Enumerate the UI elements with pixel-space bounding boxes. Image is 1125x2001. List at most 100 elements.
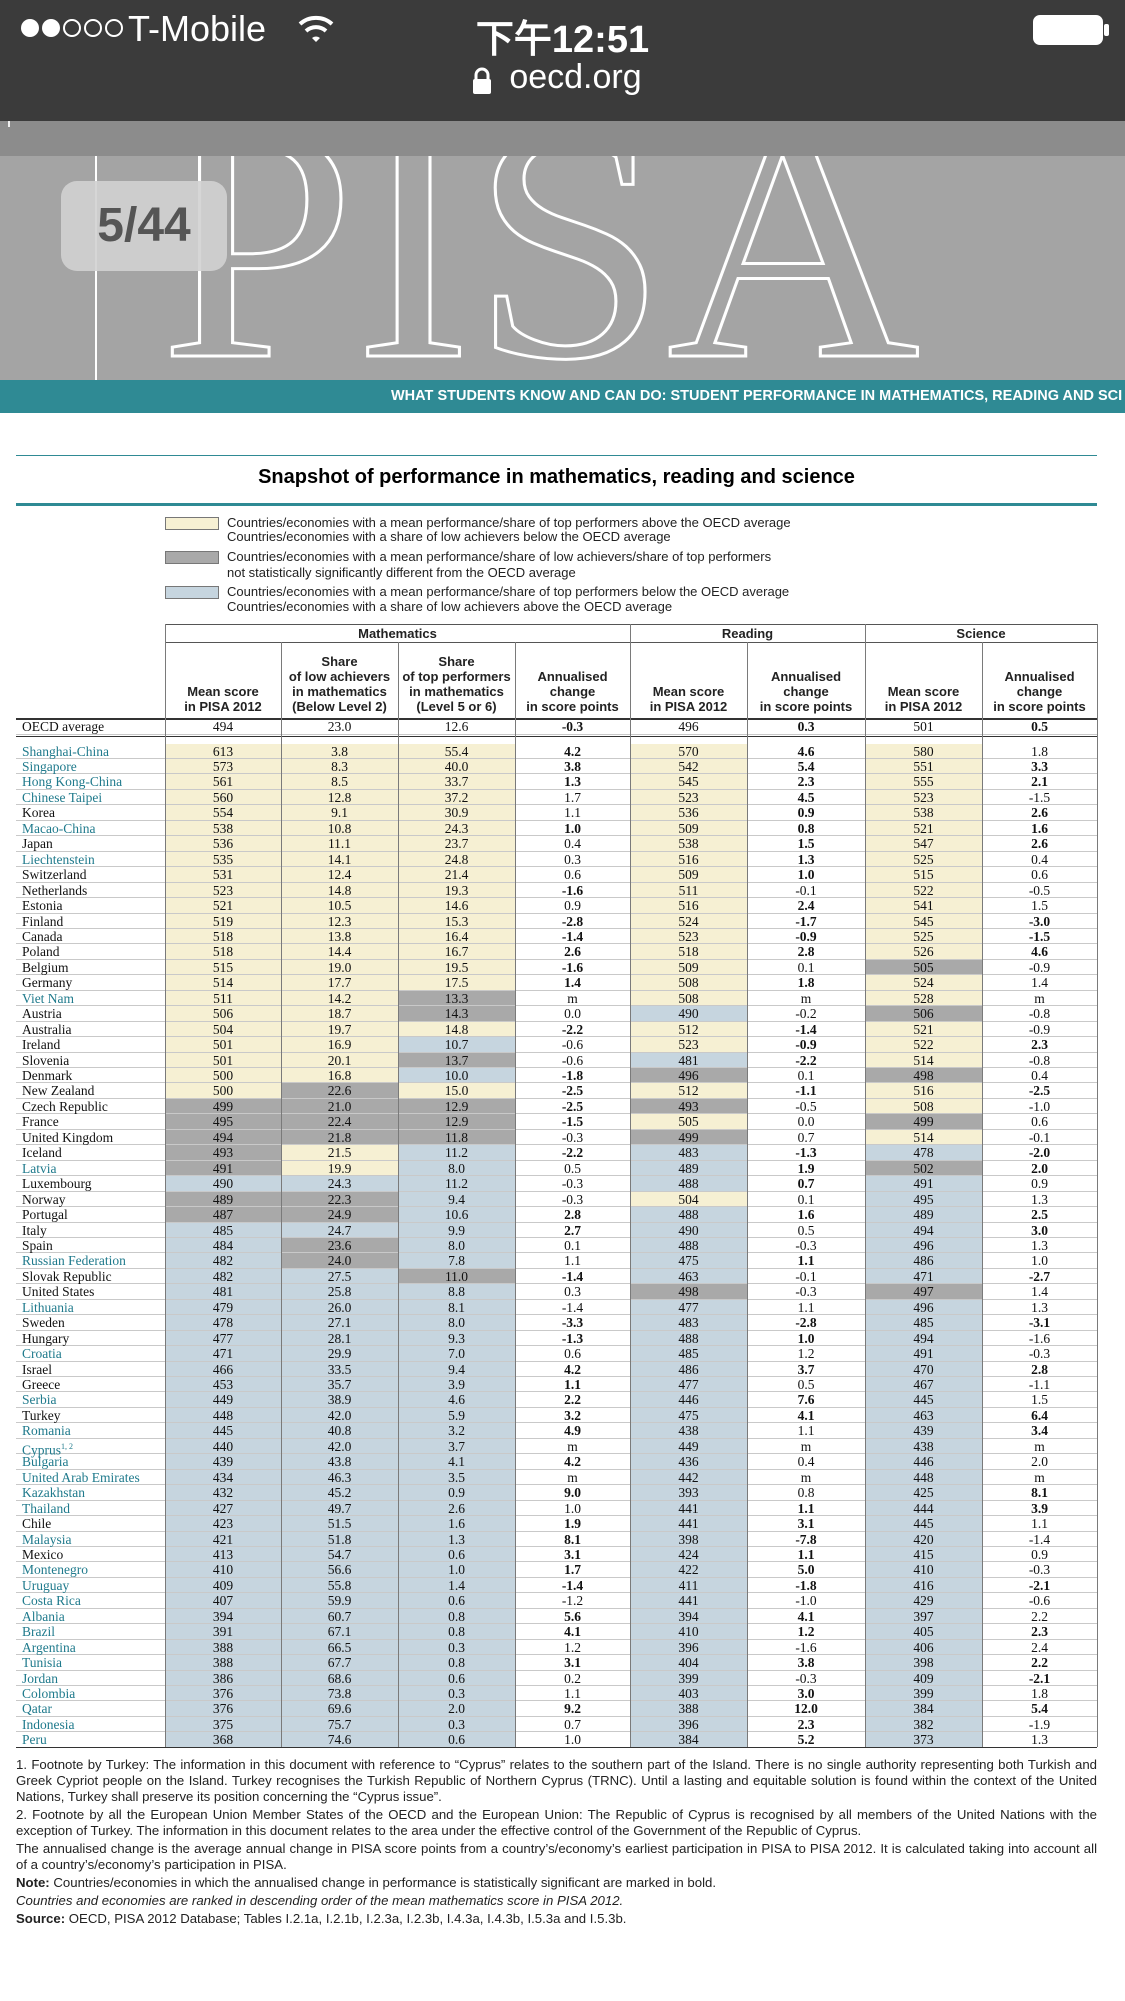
cell: -1.4 [515, 929, 630, 945]
cell: 5.4 [747, 759, 865, 775]
cell: 3.1 [515, 1547, 630, 1563]
country-name: Singapore [22, 759, 77, 775]
cell: 441 [630, 1516, 747, 1532]
cell: 0.1 [515, 1238, 630, 1254]
cell: 493 [165, 1145, 281, 1161]
column-rule [398, 642, 399, 1747]
cell: 522 [865, 882, 982, 899]
cell: 4.6 [398, 1392, 515, 1408]
cell: 1.9 [747, 1161, 865, 1177]
cell: 500 [165, 1083, 281, 1099]
cell: 446 [865, 1454, 982, 1470]
cell: 0.9 [398, 1485, 515, 1501]
cell: 511 [630, 882, 747, 899]
cell: 1.9 [515, 1516, 630, 1532]
column-header-line: Mean score [652, 684, 725, 699]
cell: 486 [630, 1361, 747, 1377]
cell: 0.6 [398, 1546, 515, 1563]
cell: 12.9 [398, 1114, 515, 1130]
column-header-line: Annualised [537, 669, 608, 684]
cell: 411 [630, 1577, 747, 1594]
country: Hungary [22, 1331, 69, 1346]
cell: 3.3 [982, 759, 1097, 775]
cell: 495 [165, 1114, 281, 1130]
cell: 2.6 [398, 1500, 515, 1517]
cell: 11.2 [398, 1176, 515, 1192]
cell: -2.5 [515, 1083, 630, 1099]
column-rule [1097, 624, 1098, 1747]
cell: 382 [865, 1716, 982, 1733]
url[interactable]: oecd.org [509, 58, 642, 96]
country-name: New Zealand [22, 1083, 95, 1099]
cell: -0.3 [515, 1176, 630, 1192]
cell: 3.8 [515, 759, 630, 775]
cell: -0.3 [515, 1130, 630, 1146]
cell: -0.3 [515, 719, 630, 735]
cell: 1.3 [982, 1238, 1097, 1254]
column-header-line: Share [438, 654, 475, 669]
cell: 490 [630, 1006, 747, 1022]
cell: 413 [165, 1546, 281, 1563]
cell: 51.5 [281, 1516, 398, 1532]
cell: -0.8 [982, 1053, 1097, 1068]
cell: 482 [165, 1268, 281, 1285]
cell: 509 [630, 820, 747, 837]
column-header-line: in score points [526, 699, 619, 714]
footnote-ref: 1, 2 [61, 1441, 74, 1451]
cell: 8.0 [398, 1315, 515, 1331]
cell: 525 [865, 851, 982, 868]
cell: 11.1 [281, 836, 398, 852]
column-rule [982, 642, 983, 1747]
cell: 499 [630, 1129, 747, 1146]
cell: 505 [630, 1114, 747, 1130]
cell: 509 [630, 959, 747, 976]
cell: 398 [865, 1655, 982, 1671]
cell: 37.2 [398, 789, 515, 806]
cell: -0.3 [747, 1671, 865, 1686]
rule [16, 455, 1097, 456]
country: Liechtenstein [22, 852, 95, 867]
country: Canada [22, 929, 62, 944]
cell: -0.6 [515, 1053, 630, 1068]
cell: -1.9 [982, 1717, 1097, 1733]
cell: 521 [865, 820, 982, 837]
country: Qatar [22, 1701, 52, 1716]
cell: 488 [630, 1330, 747, 1347]
country: Switzerland [22, 867, 86, 882]
cell: 518 [630, 944, 747, 960]
cell: 0.7 [515, 1717, 630, 1733]
country: United Kingdom [22, 1130, 113, 1145]
cell: -3.1 [982, 1315, 1097, 1331]
cell: 2.3 [982, 1037, 1097, 1053]
column-header: Share of top performers in mathematics (Lev… [398, 654, 515, 714]
cell: 2.0 [982, 1454, 1097, 1470]
cell: 514 [865, 1129, 982, 1146]
cell: 424 [630, 1546, 747, 1563]
cell: 516 [630, 898, 747, 914]
country-name: Albania [22, 1608, 65, 1624]
cell: 560 [165, 789, 281, 806]
cell: 2.3 [982, 1624, 1097, 1640]
cell: 0.4 [515, 836, 630, 852]
cell: 522 [865, 1037, 982, 1053]
wifi [298, 15, 334, 42]
cell: 516 [630, 851, 747, 868]
cell: 508 [630, 975, 747, 991]
country: Kazakhstan [22, 1485, 85, 1500]
cell: 0.8 [747, 1485, 865, 1501]
banner-word: PISA [160, 156, 920, 380]
cell: 0.0 [747, 1114, 865, 1130]
cell: 2.7 [515, 1223, 630, 1238]
cell: 491 [165, 1160, 281, 1177]
cell: 415 [865, 1546, 982, 1563]
cell: 384 [865, 1701, 982, 1717]
cell: -2.8 [515, 914, 630, 929]
country-name: OECD average [22, 719, 105, 735]
cell: -3.0 [982, 914, 1097, 929]
cell: 0.6 [515, 1346, 630, 1362]
cell: 403 [630, 1686, 747, 1702]
cell: -2.1 [982, 1671, 1097, 1686]
cell: 404 [630, 1655, 747, 1671]
cell: 1.0 [515, 1501, 630, 1517]
legend-text: Countries/economies with a mean performa… [227, 515, 791, 530]
